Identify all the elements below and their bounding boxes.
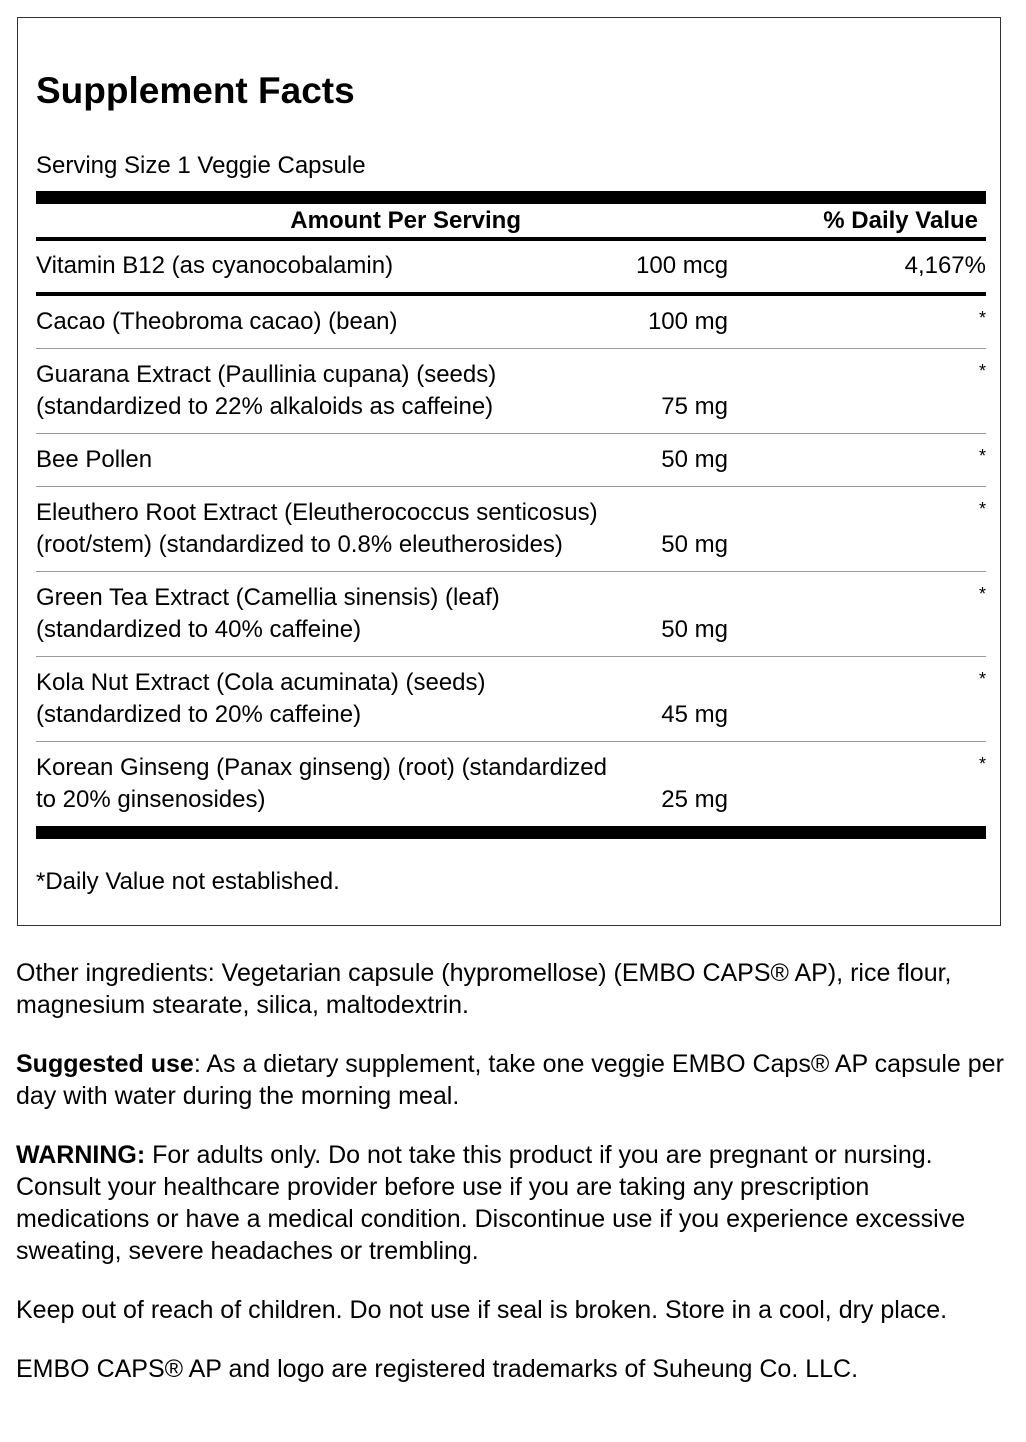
ingredient-name: Guarana Extract (Paullinia cupana) (seed…: [36, 361, 497, 420]
ingredient-name: Bee Pollen: [36, 446, 153, 473]
ingredient-name: Eleuthero Root Extract (Eleutherococcus …: [36, 499, 598, 558]
amount-header: Amount Per Serving: [290, 206, 521, 234]
ingredient-name: Korean Ginseng (Panax ginseng) (root) (s…: [36, 754, 607, 813]
amount: 50 mg: [661, 616, 728, 643]
other-ingredients: Other ingredients: Vegetarian capsule (h…: [16, 959, 952, 1019]
panel-title: Supplement Facts: [36, 70, 355, 111]
suggested-use: Suggested use: As a dietary supplement, …: [16, 1048, 1006, 1112]
amount: 25 mg: [661, 786, 728, 813]
daily-value: *: [978, 308, 986, 328]
thick-divider: [36, 191, 986, 204]
daily-value: *: [978, 669, 986, 689]
daily-value: *: [978, 584, 986, 604]
warning-text: For adults only. Do not take this produc…: [16, 1141, 966, 1265]
footnote: *Daily Value not established.: [36, 868, 340, 895]
ingredient-name: Kola Nut Extract (Cola acuminata) (seeds…: [36, 669, 486, 728]
label-text: Other ingredients: Vegetarian capsule (h…: [16, 957, 1006, 1412]
ingredient-name: Green Tea Extract (Camellia sinensis) (l…: [36, 584, 500, 643]
daily-value: *: [978, 754, 986, 774]
daily-value: *: [978, 446, 986, 466]
supplement-facts-panel: Supplement Facts Serving Size 1 Veggie C…: [17, 17, 1001, 926]
serving-size: Serving Size 1 Veggie Capsule: [36, 152, 366, 179]
thick-divider: [36, 826, 986, 839]
warning: WARNING: For adults only. Do not take th…: [16, 1139, 1006, 1267]
storage-text: Keep out of reach of children. Do not us…: [16, 1296, 948, 1324]
warning-label: WARNING:: [16, 1141, 146, 1169]
table-header: Amount Per Serving % Daily Value: [36, 204, 986, 241]
amount: 100 mg: [647, 308, 728, 335]
ingredient-name: Vitamin B12 (as cyanocobalamin): [36, 252, 394, 279]
amount: 75 mg: [661, 393, 728, 420]
daily-value: *: [978, 361, 986, 381]
amount: 50 mg: [661, 531, 728, 558]
suggested-use-text: : As a dietary supplement, take one vegg…: [16, 1050, 1004, 1110]
amount: 100 mcg: [636, 252, 729, 279]
daily-value: 4,167%: [904, 252, 986, 279]
daily-value: *: [978, 499, 986, 519]
facts-table: Amount Per Serving % Daily Value Vitamin…: [36, 191, 986, 839]
table-row: Kola Nut Extract (Cola acuminata) (seeds…: [36, 657, 986, 742]
table-row: Korean Ginseng (Panax ginseng) (root) (s…: [36, 742, 986, 826]
table-row: Bee Pollen 50 mg *: [36, 434, 986, 487]
table-row: Cacao (Theobroma cacao) (bean) 100 mg *: [36, 296, 986, 349]
table-row: Eleuthero Root Extract (Eleutherococcus …: [36, 487, 986, 572]
suggested-use-label: Suggested use: [16, 1050, 194, 1078]
table-row: Green Tea Extract (Camellia sinensis) (l…: [36, 572, 986, 657]
ingredient-name: Cacao (Theobroma cacao) (bean): [36, 308, 398, 335]
amount: 45 mg: [661, 701, 728, 728]
trademark-text: EMBO CAPS® AP and logo are registered tr…: [16, 1355, 859, 1383]
amount: 50 mg: [661, 446, 728, 473]
dv-header: % Daily Value: [823, 206, 978, 234]
table-row: Vitamin B12 (as cyanocobalamin) 100 mcg 4,…: [36, 241, 986, 296]
table-row: Guarana Extract (Paullinia cupana) (seed…: [36, 349, 986, 434]
